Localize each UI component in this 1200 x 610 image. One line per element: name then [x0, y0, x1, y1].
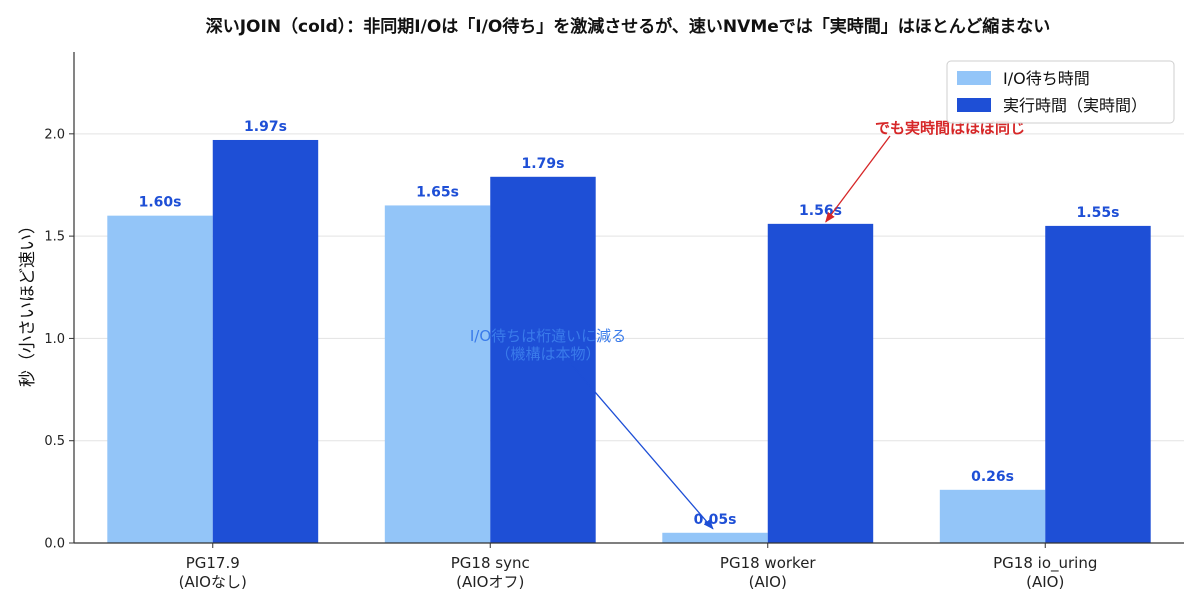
data-label: 1.79s: [522, 156, 565, 172]
y-tick-label: 2.0: [44, 127, 65, 142]
bar-exec-time: [767, 223, 874, 543]
y-tick-label: 1.5: [44, 230, 65, 245]
y-tick-label: 1.0: [44, 332, 65, 347]
data-label: 1.55s: [1077, 205, 1120, 221]
bar-io-wait: [107, 215, 213, 543]
data-label: 1.60s: [139, 195, 182, 211]
annotation-line: I/O待ちは桁違いに減る: [470, 327, 626, 345]
data-label: 1.65s: [416, 184, 459, 200]
data-label: 1.56s: [799, 203, 842, 219]
y-axis-label: 秒（小さいほど速い）: [18, 217, 38, 387]
annotation-io-wait-drop: I/O待ちは桁違いに減る（機構は本物）: [470, 327, 626, 363]
bar-exec-time: [490, 176, 596, 543]
x-tick-label: PG18 io_uring: [993, 554, 1097, 573]
x-tick-label: (AIO): [1026, 573, 1064, 591]
data-label: 1.97s: [244, 119, 287, 135]
bars: [107, 139, 1151, 544]
chart-title: 深いJOIN（cold）：非同期I/Oは「I/O待ち」を激減させるが、速いNVM…: [206, 16, 1051, 37]
data-label: 0.26s: [971, 469, 1014, 485]
x-tick-label: PG18 sync: [451, 554, 530, 572]
x-tick-label: (AIO): [749, 573, 787, 591]
bar-io-wait: [384, 205, 491, 543]
y-tick-label: 0.0: [44, 537, 65, 552]
bar-io-wait: [662, 532, 768, 543]
annotation-arrow-red: [825, 135, 891, 223]
x-tick-label: (AIOなし): [179, 573, 247, 591]
bar-exec-time: [212, 139, 319, 544]
legend-swatch: [957, 98, 991, 112]
legend-label: 実行時間（実時間）: [1003, 96, 1147, 115]
y-tick-label: 0.5: [44, 434, 65, 449]
x-tick-label: PG18 worker: [720, 554, 817, 572]
legend-swatch: [957, 71, 991, 85]
x-tick-label: PG17.9: [186, 554, 240, 572]
annotation-line: （機構は本物）: [495, 345, 600, 363]
legend-label: I/O待ち時間: [1003, 69, 1090, 88]
x-tick-label: (AIOオフ): [456, 573, 524, 591]
bar-exec-time: [1045, 225, 1151, 544]
legend-box: [946, 60, 1175, 124]
annotation-arrow-blue: [569, 362, 714, 530]
bar-io-wait: [939, 489, 1046, 543]
